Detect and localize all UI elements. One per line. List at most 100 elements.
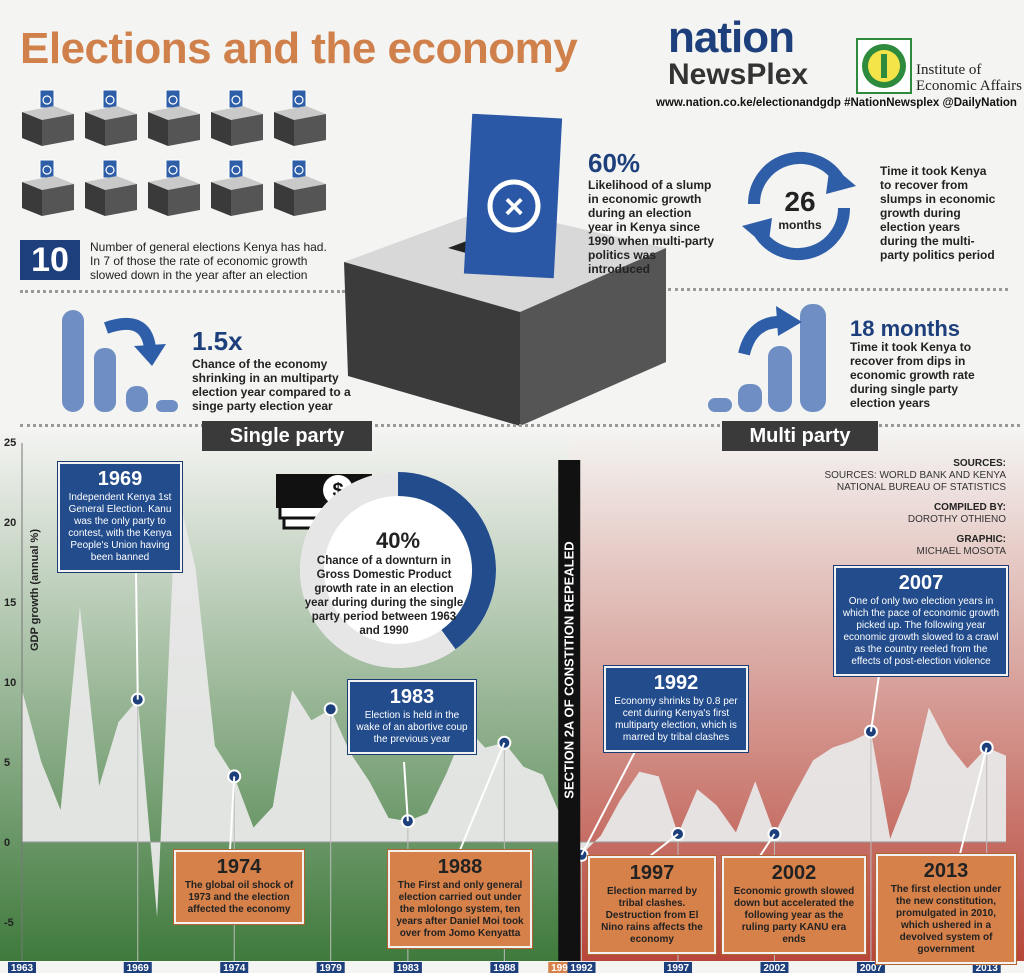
callout-year: 2002 — [771, 862, 817, 884]
dotted-divider — [20, 290, 345, 293]
x-tick-label: 1974 — [223, 963, 246, 973]
y-tick-label: 15 — [4, 597, 16, 609]
recover-num: 26 — [784, 186, 816, 217]
x-tick-label: 1979 — [320, 963, 343, 973]
elections-text: Number of general elections Kenya has ha… — [90, 240, 327, 282]
callout-2013: 2013 The first election under the new co… — [876, 854, 1016, 964]
y-axis-label: GDP growth (annual %) — [29, 529, 41, 651]
callout-text: The first election under the new constit… — [890, 884, 1002, 955]
rising-bars-icon — [708, 304, 826, 412]
x-tick-label: 1969 — [127, 963, 150, 973]
y-tick-label: 0 — [4, 837, 10, 849]
x-tick-label: 1963 — [11, 963, 34, 973]
callout-pointer — [459, 742, 506, 851]
y-tick-label: 20 — [4, 517, 16, 529]
graphic-label: GRAPHIC: — [956, 534, 1006, 545]
callout-pointer — [759, 833, 776, 857]
x-tick-label: 1992 — [570, 963, 593, 973]
constitution-bar — [558, 460, 581, 961]
dotted-divider — [20, 424, 1020, 427]
svg-text:×: × — [504, 188, 524, 226]
callout-2002: 2002 Economic growth slowed down but acc… — [722, 856, 866, 954]
callout-1969: 1969 Independent Kenya 1st General Elect… — [58, 462, 182, 572]
downturn-pct: 40% — [375, 528, 421, 553]
sources-label: SOURCES: — [953, 458, 1006, 469]
dotted-divider — [668, 288, 1008, 291]
x-tick-label: 1988 — [493, 963, 516, 973]
iea-line2: Economic Affairs — [916, 78, 1022, 94]
iea-line1: Institute of — [916, 62, 982, 78]
svg-text:$: $ — [332, 480, 343, 502]
recover-single: 18 months — [850, 316, 961, 341]
x-tick-bg — [8, 962, 36, 973]
callout-text: Election marred by tribal clashes. Destr… — [601, 886, 703, 945]
newsplex-logo: NewsPlex — [668, 58, 809, 91]
declining-bars-icon — [62, 310, 178, 412]
sources-block: SOURCES: SOURCES: WORLD BANK AND KENYA N… — [780, 458, 1006, 558]
callout-year: 1974 — [216, 856, 262, 878]
callout-year: 1983 — [389, 686, 435, 708]
iea-logo-icon — [856, 38, 912, 94]
callout-pointer — [403, 761, 409, 822]
callout-year: 1997 — [629, 862, 675, 884]
slump-text: Likelihood of a slump in economic growth… — [588, 178, 715, 276]
callout-text: Independent Kenya 1st General Election. … — [68, 492, 172, 563]
x-tick-label: 2013 — [976, 963, 999, 973]
callout-1974: 1974 The global oil shock of 1973 and th… — [174, 850, 304, 924]
x-tick-bg — [856, 962, 885, 973]
cycle-arrows-icon — [742, 151, 856, 261]
compiled-label: COMPILED BY: — [933, 502, 1006, 513]
x-tick-bg — [220, 962, 249, 973]
downturn-donut — [300, 472, 496, 668]
recover-unit: months — [778, 218, 822, 232]
constitution-divider-label: SECTION 2A OF CONSTITION REPEALED — [561, 541, 577, 799]
x-tick-bg — [490, 962, 519, 973]
gdp-area — [22, 486, 1006, 918]
callout-text: Economic growth slowed down but accelera… — [733, 886, 855, 945]
shrink-text: Chance of the economy shrinking in an mu… — [192, 357, 351, 413]
x-tick-bg — [548, 962, 577, 973]
callout-pointer — [649, 833, 679, 857]
callout-pointer — [135, 571, 139, 700]
y-tick-label: -5 — [4, 917, 14, 929]
multi-party-tag: Multi party — [722, 421, 878, 451]
slump-pct: 60% — [588, 148, 641, 178]
callout-text: One of only two election years in which … — [842, 596, 1000, 667]
callout-1983: 1983 Election is held in the wake of an … — [348, 680, 476, 754]
x-tick-bg — [393, 962, 422, 973]
sources-text: SOURCES: WORLD BANK AND KENYA NATIONAL B… — [824, 470, 1006, 493]
header-urls[interactable]: www.nation.co.ke/electionandgdp #NationN… — [656, 97, 1017, 109]
constitution-divider: SECTION 2A OF CONSTITION REPEALED — [556, 520, 582, 820]
callout-text: The global oil shock of 1973 and the ele… — [184, 880, 294, 915]
callout-year: 1969 — [97, 468, 143, 490]
iea-name: Institute of Economic Affairs — [916, 62, 1022, 94]
single-party-tag: Single party — [202, 421, 372, 451]
graphic-name: MICHAEL MOSOTA — [916, 546, 1006, 557]
recover-text: Time it took Kenya to recover from slump… — [880, 164, 996, 262]
x-tick-label: 2007 — [860, 963, 883, 973]
callout-year: 2013 — [923, 860, 969, 882]
callout-pointer — [580, 741, 641, 856]
election-marker — [323, 702, 338, 717]
callout-year: 1988 — [437, 856, 483, 878]
shrink-mult: 1.5x — [192, 326, 243, 356]
callout-1992: 1992 Economy shrinks by 0.8 per cent dur… — [604, 666, 748, 752]
callout-pointer — [229, 776, 236, 851]
callout-year: 2007 — [898, 572, 944, 594]
x-tick-bg — [972, 962, 1001, 973]
x-tick-label: 2002 — [763, 963, 786, 973]
y-tick-label: 10 — [4, 677, 16, 689]
x-tick-bg — [664, 962, 692, 973]
y-tick-label: 25 — [4, 437, 16, 449]
callout-1997: 1997 Election marred by tribal clashes. … — [588, 856, 716, 954]
x-tick-label: 1983 — [397, 963, 420, 973]
callout-pointer — [959, 747, 988, 855]
recover-single-text: Time it took Kenya to recover from dips … — [850, 340, 975, 410]
x-tick-bg — [567, 962, 596, 973]
x-tick-label: 1991 — [551, 963, 574, 973]
callout-1988: 1988 The First and only general election… — [388, 850, 532, 948]
callout-pointer — [869, 667, 881, 732]
compiled-name: DOROTHY OTHIENO — [907, 514, 1006, 525]
callout-text: Election is held in the wake of an abort… — [356, 710, 468, 745]
page-title: Elections and the economy — [20, 24, 578, 73]
